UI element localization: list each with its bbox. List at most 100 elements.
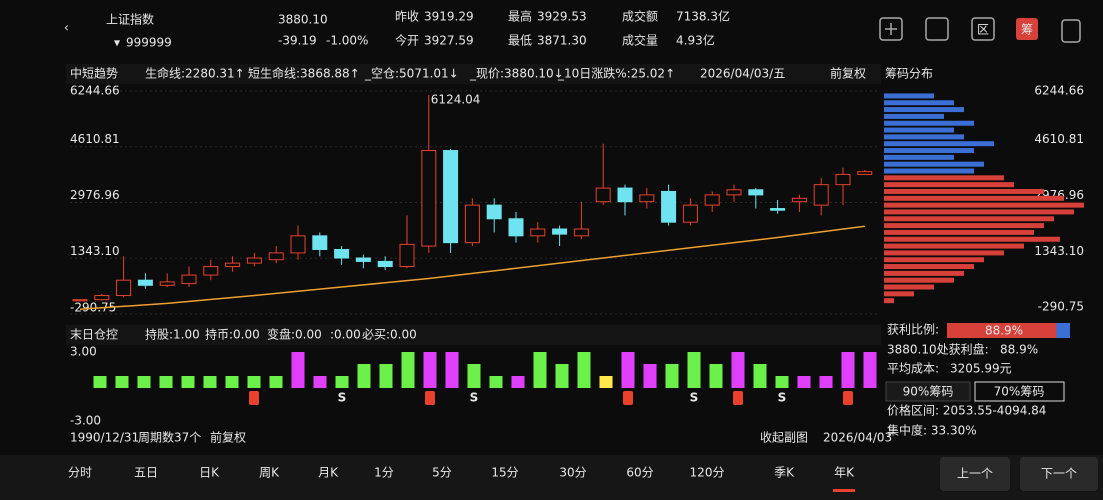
candle-body [116, 279, 132, 297]
back-arrow[interactable]: ‹ [64, 21, 69, 35]
field-label: 最低 [508, 34, 532, 48]
sub-band [66, 325, 881, 345]
add-plus [885, 23, 897, 35]
candle-body [573, 228, 589, 237]
footer-collapse[interactable]: 收起副图 [760, 431, 808, 445]
range: 价格区间: 2053.55-4094.84 [887, 403, 1046, 418]
tab[interactable]: 五日 [134, 466, 158, 480]
chip-bar [884, 188, 1044, 194]
tab[interactable]: 1分 [374, 466, 394, 480]
sub-bar [467, 364, 481, 388]
sub-bar [203, 376, 217, 388]
sub-bar [863, 352, 877, 388]
sub-bar [313, 376, 327, 388]
sub-bar [445, 352, 459, 388]
tab[interactable]: 周K [259, 466, 280, 480]
chip-bar [884, 264, 974, 270]
sub-name: 末日仓控 [70, 328, 118, 342]
y-tick-label: 4610.81 [70, 132, 120, 146]
chip-bar [884, 291, 914, 297]
sub-bar [137, 376, 151, 388]
add-icon[interactable] [879, 17, 903, 41]
sub-bar [269, 376, 283, 388]
candle-body [72, 299, 88, 302]
chip-bar [884, 195, 1064, 201]
footer-adjust: 前复权 [210, 430, 246, 445]
profit-value: 88.9% [985, 324, 1023, 338]
tab[interactable]: 5分 [432, 466, 452, 480]
chip-bar [884, 257, 984, 263]
tab[interactable]: 120分 [690, 466, 725, 480]
candle-body [181, 274, 197, 285]
chip-bar [884, 127, 954, 133]
sub-bar [819, 376, 833, 388]
nav-btn[interactable] [940, 457, 1010, 491]
candle-body [464, 204, 480, 244]
icon-text: 区 [977, 23, 989, 37]
candle-body [137, 279, 153, 286]
field-label: 成交量 [622, 33, 658, 48]
sub-item: 持币:0.00 [205, 327, 260, 342]
nav-btn-text[interactable]: 下一个 [1041, 467, 1077, 481]
tab[interactable]: 日K [199, 466, 220, 480]
chip-bar [884, 154, 954, 160]
chip-bar [884, 168, 974, 174]
candle-body [661, 190, 677, 223]
candle-body [748, 189, 764, 196]
candle-body [399, 243, 415, 268]
tab[interactable]: 30分 [559, 466, 586, 480]
tab[interactable]: 季K [774, 466, 795, 480]
at-price-value: 88.9% [1000, 343, 1038, 357]
nav-btn-text[interactable]: 上一个 [957, 467, 993, 481]
btn90-box[interactable] [885, 381, 971, 402]
chip-bar [884, 161, 984, 167]
candle-body [377, 260, 393, 268]
y-tick-label: 2976.96 [70, 188, 120, 202]
rotate-icon[interactable] [1061, 19, 1081, 43]
chip-bar [884, 175, 1004, 181]
tab[interactable]: 60分 [626, 466, 653, 480]
zone-icon[interactable] [971, 17, 995, 41]
btn90[interactable]: 90%筹码 [903, 385, 954, 399]
btn70[interactable]: 70%筹码 [994, 385, 1045, 399]
draw-icon[interactable] [925, 17, 949, 41]
candle-body [443, 150, 459, 244]
sub-bar [577, 352, 591, 388]
adjust[interactable]: 前复权 [830, 66, 866, 81]
sub-bar [401, 352, 415, 388]
nav-btn[interactable] [1020, 457, 1098, 491]
life-line [79, 225, 865, 310]
chip-bar [884, 298, 894, 304]
chip-bar [884, 284, 934, 290]
y-tick-label: 6244.66 [70, 84, 120, 98]
tab[interactable]: 月K [318, 466, 339, 480]
chip-bar [884, 216, 1054, 222]
chips-tab[interactable]: 筹码分布 [885, 67, 933, 81]
sub-bar [159, 376, 173, 388]
candle-body [704, 194, 720, 206]
candle-body [617, 187, 633, 203]
sub-bar [357, 364, 371, 388]
chip-bar [884, 141, 994, 147]
tab-bar [0, 455, 1103, 500]
candle-body [835, 173, 851, 186]
tab[interactable]: 15分 [491, 466, 518, 480]
chip-bar [884, 202, 1084, 208]
buy-mark [249, 391, 259, 405]
candle-body [552, 228, 568, 235]
footer-start: 1990/12/31 [70, 431, 139, 445]
tab[interactable]: 分时 [68, 466, 92, 480]
price: 3880.10 [278, 13, 328, 27]
chip-bar [884, 243, 1024, 249]
sub-item: 变盘:0.00 [267, 327, 322, 342]
tab[interactable]: 年K [834, 466, 855, 480]
chip-bar [884, 120, 974, 126]
concentration: 集中度: 33.30% [887, 423, 977, 438]
chip-icon[interactable] [1016, 18, 1038, 40]
sub-bar [731, 352, 745, 388]
chip-bar [884, 182, 1014, 188]
indicator-item: _现价:3880.10↓ [469, 67, 564, 81]
btn70-box[interactable] [974, 381, 1065, 402]
